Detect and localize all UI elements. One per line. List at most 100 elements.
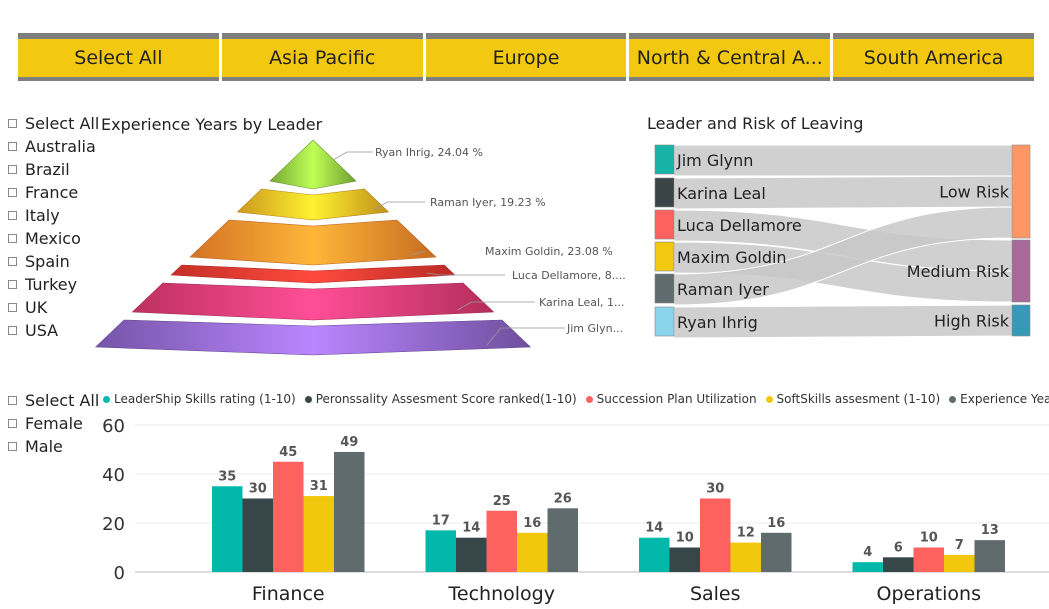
country-option-select-all[interactable]: Select All xyxy=(8,112,99,135)
sankey-source-jim-glynn[interactable] xyxy=(654,144,675,175)
pyramid-label-ryan-ihrig: Ryan Ihrig, 24.04 % xyxy=(375,146,483,159)
bar-operations-experience-years[interactable] xyxy=(974,540,1006,572)
bar-data-label: 14 xyxy=(462,521,480,536)
bar-finance-experience-years[interactable] xyxy=(334,451,365,572)
region-tab-south-america[interactable]: South America xyxy=(833,33,1034,81)
bar-operations-peronssality-assesment-score-ranked-1-10[interactable] xyxy=(883,557,914,572)
legend-item-experience-years[interactable]: Experience Years xyxy=(949,392,1049,406)
country-option-australia[interactable]: Australia xyxy=(8,135,99,158)
country-option-label: Select All xyxy=(25,114,100,133)
bar-sales-peronssality-assesment-score-ranked-1-10[interactable] xyxy=(669,547,701,573)
region-tab-europe[interactable]: Europe xyxy=(425,33,627,81)
bar-data-label: 16 xyxy=(767,516,785,531)
bar-finance-succession-plan-utilization[interactable] xyxy=(273,461,304,572)
sankey-source-raman-iyer[interactable] xyxy=(654,273,675,304)
country-option-mexico[interactable]: Mexico xyxy=(8,227,99,250)
gender-slicer: Select All Female Male xyxy=(8,389,99,458)
gender-option-male[interactable]: Male xyxy=(8,435,99,458)
bar-data-label: 7 xyxy=(955,538,964,553)
bar-data-label: 4 xyxy=(863,545,872,560)
bar-data-label: 10 xyxy=(920,531,938,546)
region-tab-select-all[interactable]: Select All xyxy=(18,33,219,81)
legend-item-leadership-skills-rating-1-10[interactable]: LeaderShip Skills rating (1-10) xyxy=(103,392,296,406)
gender-option-select-all[interactable]: Select All xyxy=(8,389,99,412)
sankey-source-karina-leal[interactable] xyxy=(654,177,675,208)
checkbox-icon[interactable] xyxy=(8,326,17,335)
country-option-brazil[interactable]: Brazil xyxy=(8,158,99,181)
checkbox-icon[interactable] xyxy=(8,442,17,451)
sankey-source-luca-dellamore[interactable] xyxy=(654,209,675,240)
country-option-label: USA xyxy=(25,321,59,340)
pyramid-layer-karina-leal[interactable] xyxy=(131,282,495,321)
legend-item-peronssality-assesment-score-ranked-1-10[interactable]: Peronssality Assesment Score ranked(1-10… xyxy=(304,392,577,406)
sankey-source-ryan-ihrig[interactable] xyxy=(654,306,675,337)
bar-technology-peronssality-assesment-score-ranked-1-10[interactable] xyxy=(456,537,487,572)
country-option-usa[interactable]: USA xyxy=(8,319,99,342)
country-option-label: Australia xyxy=(25,137,96,156)
country-option-turkey[interactable]: Turkey xyxy=(8,273,99,296)
legend-label: Experience Years xyxy=(960,392,1049,406)
pyramid-layer-ryan-ihrig[interactable] xyxy=(269,139,357,190)
region-tab-label: Europe xyxy=(492,47,560,69)
country-option-label: Brazil xyxy=(25,160,70,179)
region-tab-label: South America xyxy=(863,47,1004,69)
bar-finance-softskills-assesment-1-10[interactable] xyxy=(303,496,335,572)
pyramid-leader-line xyxy=(332,151,373,161)
checkbox-icon[interactable] xyxy=(8,303,17,312)
bar-operations-leadership-skills-rating-1-10[interactable] xyxy=(852,562,884,572)
gender-option-female[interactable]: Female xyxy=(8,412,99,435)
checkbox-icon[interactable] xyxy=(8,211,17,220)
sankey-source-maxim-goldin[interactable] xyxy=(654,241,675,272)
sankey-target-medium-risk[interactable] xyxy=(1011,239,1031,303)
bar-finance-leadership-skills-rating-1-10[interactable] xyxy=(212,486,243,572)
bar-sales-succession-plan-utilization[interactable] xyxy=(700,498,731,573)
country-option-italy[interactable]: Italy xyxy=(8,204,99,227)
bar-data-label: 35 xyxy=(218,469,236,484)
legend-item-succession-plan-utilization[interactable]: Succession Plan Utilization xyxy=(585,392,757,406)
x-category-label: Technology xyxy=(448,583,555,605)
country-option-label: UK xyxy=(25,298,48,317)
country-option-uk[interactable]: UK xyxy=(8,296,99,319)
x-category-label: Sales xyxy=(690,583,741,605)
checkbox-icon[interactable] xyxy=(8,119,17,128)
y-tick-label: 60 xyxy=(102,416,125,437)
pyramid-layer-jim-glynn[interactable] xyxy=(95,319,532,356)
region-tab-north-central-america[interactable]: North & Central A... xyxy=(629,33,831,81)
bar-sales-leadership-skills-rating-1-10[interactable] xyxy=(639,537,670,572)
checkbox-icon[interactable] xyxy=(8,419,17,428)
checkbox-icon[interactable] xyxy=(8,234,17,243)
bar-operations-softskills-assesment-1-10[interactable] xyxy=(944,554,975,572)
bar-technology-experience-years[interactable] xyxy=(547,508,579,572)
bar-operations-succession-plan-utilization[interactable] xyxy=(913,547,945,573)
pyramid-layer-maxim-goldin[interactable] xyxy=(189,219,437,266)
bar-finance-peronssality-assesment-score-ranked-1-10[interactable] xyxy=(242,498,274,573)
y-tick-label: 0 xyxy=(114,563,125,584)
checkbox-icon[interactable] xyxy=(8,257,17,266)
bar-data-label: 49 xyxy=(340,435,358,450)
bar-technology-softskills-assesment-1-10[interactable] xyxy=(517,532,548,572)
country-option-france[interactable]: France xyxy=(8,181,99,204)
checkbox-icon[interactable] xyxy=(8,280,17,289)
sankey-target-high-risk[interactable] xyxy=(1011,304,1031,337)
pyramid-label-luca-dellamore: Luca Dellamore, 8.... xyxy=(512,269,626,282)
bar-sales-softskills-assesment-1-10[interactable] xyxy=(730,542,762,572)
pyramid-layer-raman-iyer[interactable] xyxy=(236,188,390,221)
pyramid-label-raman-iyer: Raman Iyer, 19.23 % xyxy=(430,196,546,209)
pyramid-layer-luca-dellamore[interactable] xyxy=(170,264,456,284)
checkbox-icon[interactable] xyxy=(8,165,17,174)
country-option-label: Italy xyxy=(25,206,60,225)
checkbox-icon[interactable] xyxy=(8,188,17,197)
legend-item-softskills-assesment-1-10[interactable]: SoftSkills assesment (1-10) xyxy=(765,392,940,406)
pyramid-leader-line xyxy=(373,201,425,211)
bar-sales-experience-years[interactable] xyxy=(761,532,792,572)
sankey-target-label: High Risk xyxy=(934,312,1010,331)
bar-data-label: 30 xyxy=(706,482,724,497)
sankey-source-label: Karina Leal xyxy=(677,184,766,203)
region-tab-asia-pacific[interactable]: Asia Pacific xyxy=(221,33,423,81)
bar-technology-leadership-skills-rating-1-10[interactable] xyxy=(425,530,457,572)
bar-technology-succession-plan-utilization[interactable] xyxy=(486,510,518,572)
sankey-target-low-risk[interactable] xyxy=(1011,144,1031,239)
checkbox-icon[interactable] xyxy=(8,396,17,405)
checkbox-icon[interactable] xyxy=(8,142,17,151)
country-option-spain[interactable]: Spain xyxy=(8,250,99,273)
